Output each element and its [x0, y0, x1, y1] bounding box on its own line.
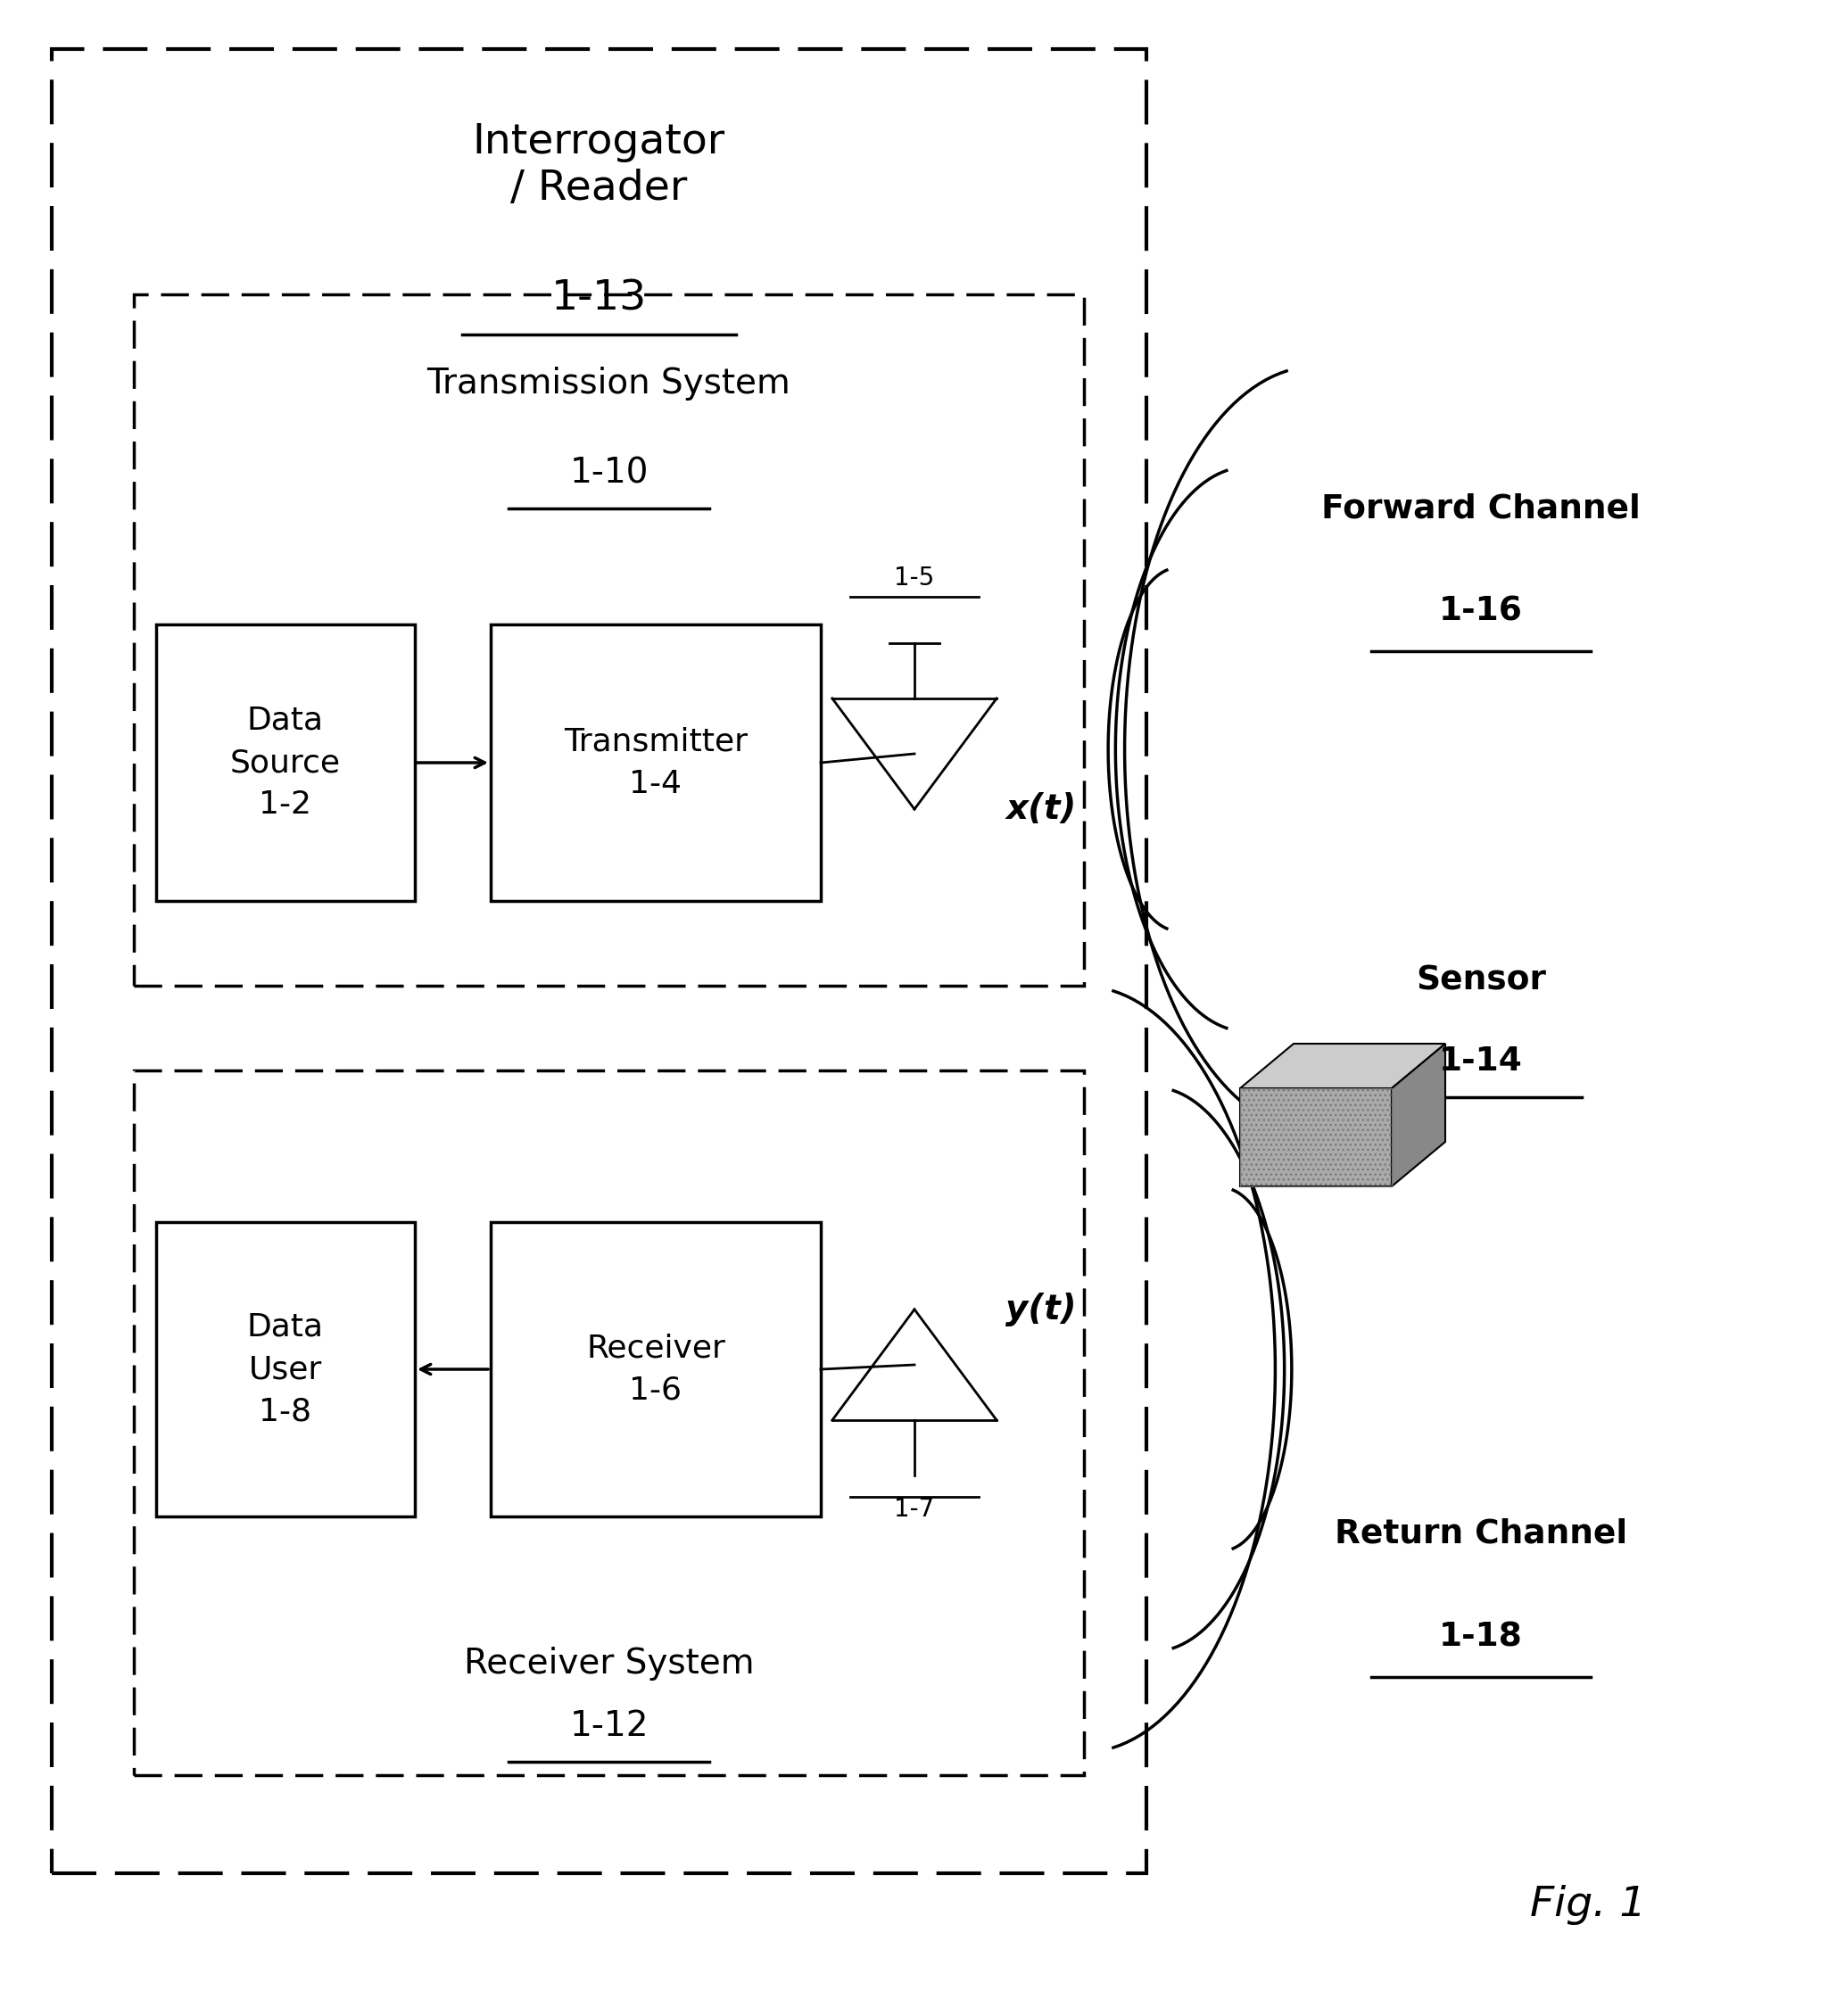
Text: 1-13: 1-13	[552, 278, 647, 319]
Text: Sensor: Sensor	[1417, 966, 1546, 998]
Text: 1-5: 1-5	[894, 566, 934, 591]
Text: Fig. 1: Fig. 1	[1530, 1885, 1647, 1925]
Polygon shape	[1239, 1089, 1391, 1185]
Text: Transmission System: Transmission System	[428, 367, 792, 401]
Text: 1-12: 1-12	[569, 1710, 649, 1744]
Text: Data
Source
1-2: Data Source 1-2	[230, 706, 340, 821]
Text: Interrogator
/ Reader: Interrogator / Reader	[473, 121, 726, 208]
Text: y(t): y(t)	[1005, 1292, 1077, 1327]
Text: Receiver System: Receiver System	[464, 1647, 755, 1681]
Text: 1-18: 1-18	[1439, 1621, 1523, 1653]
Bar	[51, 48, 1146, 1873]
Text: Forward Channel: Forward Channel	[1322, 492, 1640, 524]
Text: 1-10: 1-10	[569, 456, 649, 490]
Bar	[133, 294, 1084, 986]
Text: 1-7: 1-7	[894, 1496, 934, 1522]
Text: x(t): x(t)	[1005, 792, 1077, 827]
Text: Transmitter
1-4: Transmitter 1-4	[563, 726, 748, 798]
Bar	[155, 625, 415, 901]
Bar	[490, 1222, 821, 1516]
Bar	[133, 1070, 1084, 1776]
Bar	[490, 625, 821, 901]
Text: 1-14: 1-14	[1439, 1046, 1523, 1079]
Text: 1-16: 1-16	[1439, 595, 1523, 627]
Text: Receiver
1-6: Receiver 1-6	[587, 1333, 726, 1405]
Polygon shape	[1239, 1044, 1446, 1089]
Bar	[155, 1222, 415, 1516]
Polygon shape	[1391, 1044, 1446, 1185]
Text: Data
User
1-8: Data User 1-8	[247, 1312, 324, 1427]
Text: Return Channel: Return Channel	[1334, 1518, 1627, 1550]
